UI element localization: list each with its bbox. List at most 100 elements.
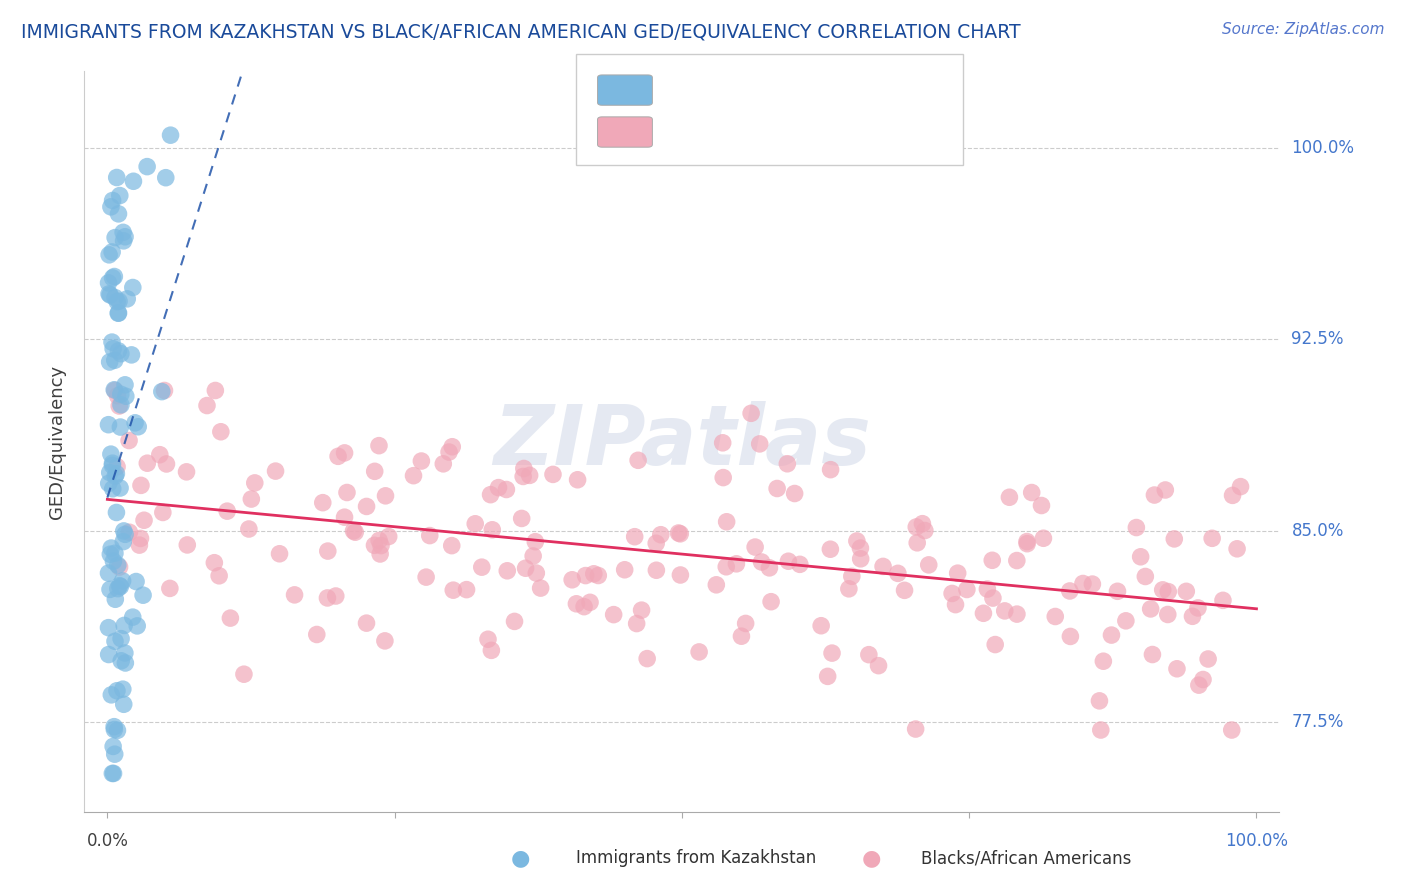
Point xyxy=(744,540,766,554)
Point xyxy=(209,425,232,439)
Point xyxy=(432,457,454,471)
Point xyxy=(668,526,690,541)
Text: 85.0%: 85.0% xyxy=(1292,522,1344,540)
Point xyxy=(1229,480,1251,494)
Text: IMMIGRANTS FROM KAZAKHSTAN VS BLACK/AFRICAN AMERICAN GED/EQUIVALENCY CORRELATION: IMMIGRANTS FROM KAZAKHSTAN VS BLACK/AFRI… xyxy=(21,22,1021,41)
Point xyxy=(101,342,124,356)
Point xyxy=(98,286,121,301)
Point xyxy=(101,458,124,473)
Point xyxy=(1226,541,1249,556)
Text: 100.0%: 100.0% xyxy=(1292,139,1354,157)
Point xyxy=(368,439,391,453)
Point xyxy=(479,488,502,502)
Point xyxy=(440,539,463,553)
Point xyxy=(333,510,356,524)
Point xyxy=(887,566,910,581)
Point xyxy=(98,582,121,597)
Point xyxy=(103,554,125,568)
Point xyxy=(108,579,131,593)
Point xyxy=(821,646,844,660)
Point xyxy=(136,160,159,174)
Point xyxy=(1201,531,1223,545)
Point xyxy=(121,610,143,624)
Point xyxy=(105,294,128,309)
Point xyxy=(1017,537,1039,551)
Point xyxy=(1129,549,1152,564)
Point xyxy=(98,355,121,369)
Point xyxy=(972,607,994,621)
Point xyxy=(103,723,125,737)
Point xyxy=(1088,694,1111,708)
Point xyxy=(976,582,998,596)
Point xyxy=(645,563,668,577)
Point xyxy=(503,615,526,629)
Point xyxy=(269,547,291,561)
Point xyxy=(740,406,762,420)
Point xyxy=(669,568,692,582)
Point xyxy=(567,473,589,487)
Point xyxy=(114,229,136,244)
Point xyxy=(264,464,287,478)
Y-axis label: GED/Equivalency: GED/Equivalency xyxy=(48,365,66,518)
Point xyxy=(101,335,124,350)
Point xyxy=(101,766,124,780)
Text: Blacks/African Americans: Blacks/African Americans xyxy=(921,849,1132,867)
Point xyxy=(613,563,636,577)
Text: R =: R = xyxy=(659,118,690,136)
Point xyxy=(725,557,748,571)
Point xyxy=(112,234,135,248)
Point xyxy=(1021,485,1043,500)
Point xyxy=(522,549,544,563)
Point xyxy=(104,384,127,398)
Point xyxy=(110,654,132,668)
Point xyxy=(97,276,120,290)
Point xyxy=(437,445,460,459)
Text: 0.112: 0.112 xyxy=(721,76,778,94)
Point xyxy=(100,447,122,461)
Text: N =: N = xyxy=(794,118,825,136)
Point xyxy=(941,586,963,600)
Point xyxy=(374,489,396,503)
Point xyxy=(868,658,890,673)
Point xyxy=(1125,520,1147,534)
Point xyxy=(820,463,842,477)
Point xyxy=(132,588,155,602)
Point xyxy=(602,607,624,622)
Point xyxy=(627,453,650,467)
Point xyxy=(1188,678,1211,692)
Point xyxy=(481,523,503,537)
Point xyxy=(374,633,396,648)
Point xyxy=(114,527,136,541)
Point xyxy=(623,530,645,544)
Point xyxy=(541,467,564,482)
Point xyxy=(118,434,141,448)
Point xyxy=(636,651,658,665)
Point xyxy=(97,476,120,491)
Point xyxy=(97,621,120,635)
Point xyxy=(136,456,159,470)
Point xyxy=(1101,628,1123,642)
Text: Source: ZipAtlas.com: Source: ZipAtlas.com xyxy=(1222,22,1385,37)
Point xyxy=(479,643,502,657)
Point xyxy=(998,490,1021,504)
Point xyxy=(488,481,510,495)
Point xyxy=(114,389,136,403)
Point xyxy=(524,566,547,580)
Point xyxy=(127,619,149,633)
Text: 92.5%: 92.5% xyxy=(1292,330,1344,349)
Point xyxy=(110,632,132,646)
Point xyxy=(112,698,135,712)
Point xyxy=(441,583,464,598)
Point xyxy=(110,398,132,412)
Point xyxy=(342,524,364,538)
Point xyxy=(1157,607,1180,622)
Point xyxy=(124,416,146,430)
Point xyxy=(778,554,800,568)
Point xyxy=(456,582,478,597)
Point xyxy=(98,547,121,561)
Point xyxy=(97,648,120,662)
Point xyxy=(845,533,868,548)
Point xyxy=(107,306,129,320)
Point xyxy=(512,469,534,483)
Point xyxy=(1081,577,1104,591)
